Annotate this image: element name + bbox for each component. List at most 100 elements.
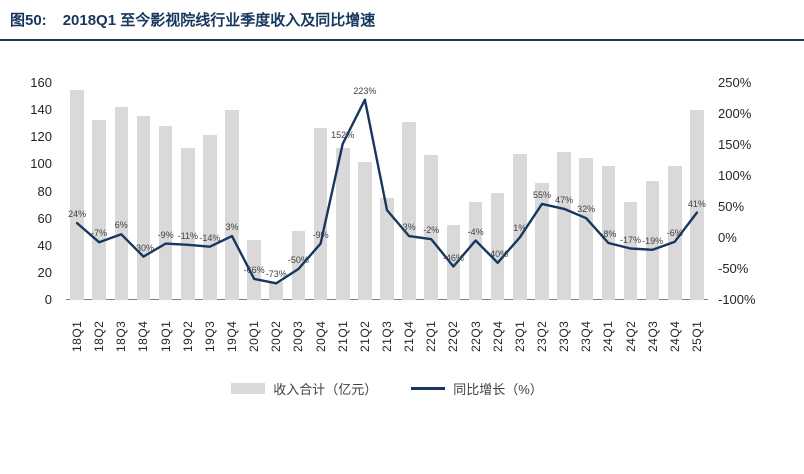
axis-tick: -100%	[718, 292, 756, 307]
data-label-20Q3: -50%	[287, 255, 309, 265]
bar-19Q3	[203, 134, 217, 300]
bar-23Q3	[557, 152, 571, 300]
line-data-labels: 24% -7% 6% -30% -9% -11% -14% 3% -66% -73% -50% -9%…	[66, 83, 708, 300]
data-label-24Q2: -17%	[619, 234, 641, 245]
axis-tick: 200%	[718, 106, 752, 121]
bar-22Q4	[490, 192, 505, 300]
data-label-19Q3: -14%	[199, 232, 221, 243]
figure-title-bar: 图50: 2018Q1 至今影视院线行业季度收入及同比增速	[0, 0, 804, 41]
bar-24Q2	[623, 202, 638, 300]
data-label-23Q3: 47%	[555, 194, 574, 205]
data-label-20Q2: -73%	[265, 269, 287, 280]
bar-24Q4	[667, 165, 682, 300]
data-label-20Q1: -66%	[243, 264, 265, 275]
data-label-23Q2: 55%	[532, 189, 551, 200]
x-label-25Q1: 25Q1	[690, 320, 704, 352]
axis-tick: 50%	[718, 199, 745, 214]
x-label-22Q3: 22Q3	[468, 320, 483, 352]
data-label-19Q1: -9%	[157, 229, 174, 240]
bar-22Q3	[468, 202, 483, 300]
bar-25Q1	[690, 110, 704, 300]
data-label-21Q2: 223%	[353, 85, 377, 96]
data-label-23Q4: 32%	[577, 204, 596, 215]
line-swatch-icon	[411, 387, 446, 390]
data-label-18Q4: -30%	[132, 242, 154, 253]
right-axis-ticks: 250% 200% 150% 100% 50% 0% -50% -100%	[716, 75, 780, 307]
x-label-20Q3: 20Q3	[291, 320, 306, 352]
x-label-19Q4: 19Q4	[225, 320, 240, 352]
x-label-20Q2: 20Q2	[269, 320, 284, 352]
left-axis-ticks: 160 140 120 100 80 60 40 20 0	[10, 75, 58, 307]
data-label-21Q1: 152%	[331, 129, 355, 140]
axis-tick: 60	[37, 210, 52, 226]
axis-tick: 80	[37, 183, 52, 199]
x-label-18Q1: 18Q1	[70, 320, 85, 352]
data-label-23Q1: 1%	[513, 223, 527, 234]
data-label-18Q1: 24%	[68, 209, 87, 220]
bar-20Q2	[269, 282, 284, 300]
x-label-24Q4: 24Q4	[667, 320, 682, 352]
bar-18Q1	[70, 89, 84, 300]
data-label-18Q3: 6%	[114, 220, 128, 231]
axis-tick: 40	[37, 237, 52, 253]
growth-line	[75, 98, 699, 285]
bar-19Q4	[225, 110, 239, 300]
x-label-24Q3: 24Q3	[645, 320, 660, 352]
x-label-24Q1: 24Q1	[601, 320, 616, 352]
legend-item-revenue: 收入合计（亿元）	[231, 379, 377, 398]
axis-tick: 0%	[718, 230, 737, 245]
bar-21Q1	[335, 148, 350, 300]
x-label-21Q2: 21Q2	[357, 320, 372, 352]
data-label-22Q2: -46%	[442, 252, 464, 263]
x-label-21Q4: 21Q4	[402, 320, 417, 352]
data-label-19Q4: 3%	[225, 222, 239, 233]
figure-number: 图50:	[10, 12, 47, 29]
data-label-22Q1: -2%	[423, 225, 440, 236]
x-label-20Q1: 20Q1	[247, 320, 262, 352]
axis-tick: 0	[44, 292, 52, 307]
axis-tick: 20	[37, 264, 52, 280]
x-label-22Q1: 22Q1	[424, 320, 439, 352]
data-label-22Q4: -40%	[487, 248, 509, 259]
axis-tick: 160	[30, 75, 52, 90]
bar-swatch-icon	[231, 383, 266, 394]
x-label-24Q2: 24Q2	[623, 320, 638, 352]
bar-24Q3	[645, 180, 660, 300]
x-label-18Q3: 18Q3	[114, 320, 129, 352]
bar-20Q4	[313, 127, 328, 300]
axis-tick: 140	[30, 102, 52, 118]
chart-area: 160 140 120 100 80 60 40 20 0 24% -7% 6% -30% -9% -11…	[0, 75, 804, 463]
x-label-21Q3: 21Q3	[380, 320, 395, 352]
x-label-23Q3: 23Q3	[557, 320, 572, 352]
axis-tick: 150%	[718, 137, 752, 152]
bar-23Q1	[513, 153, 527, 300]
bar-20Q3	[291, 230, 306, 300]
x-label-21Q1: 21Q1	[335, 320, 350, 352]
data-label-24Q4: -6%	[666, 227, 683, 238]
bar-21Q4	[402, 122, 416, 300]
plot-area: 24% -7% 6% -30% -9% -11% -14% 3% -66% -73% -50% -9%…	[66, 83, 708, 300]
x-label-19Q1: 19Q1	[158, 320, 173, 352]
x-label-23Q2: 23Q2	[535, 320, 550, 352]
x-label-19Q2: 19Q2	[180, 320, 195, 352]
data-label-20Q4: -9%	[312, 229, 329, 240]
data-label-24Q1: -8%	[600, 229, 617, 239]
axis-tick: 120	[30, 129, 52, 145]
legend: 收入合计（亿元） 同比增长（%）	[66, 379, 708, 398]
x-axis-labels: 18Q1 18Q2 18Q3 18Q4 19Q1 19Q2 19Q3 19Q4 20Q1 20Q2…	[66, 304, 708, 352]
legend-item-growth: 同比增长（%）	[411, 379, 543, 398]
data-label-18Q2: -7%	[91, 228, 108, 239]
axis-tick: 100	[30, 156, 52, 172]
x-label-18Q4: 18Q4	[136, 320, 151, 352]
bar-22Q1	[424, 154, 439, 300]
axis-tick: -50%	[718, 261, 749, 276]
data-label-21Q4: 3%	[402, 222, 416, 233]
bar-24Q1	[601, 165, 616, 300]
x-label-22Q2: 22Q2	[446, 320, 461, 352]
bar-21Q3	[380, 198, 394, 300]
axis-tick: 250%	[718, 75, 752, 90]
x-label-18Q2: 18Q2	[92, 320, 107, 352]
legend-label-growth: 同比增长（%）	[453, 382, 543, 397]
bar-23Q2	[535, 183, 549, 300]
data-label-19Q2: -11%	[177, 230, 198, 241]
